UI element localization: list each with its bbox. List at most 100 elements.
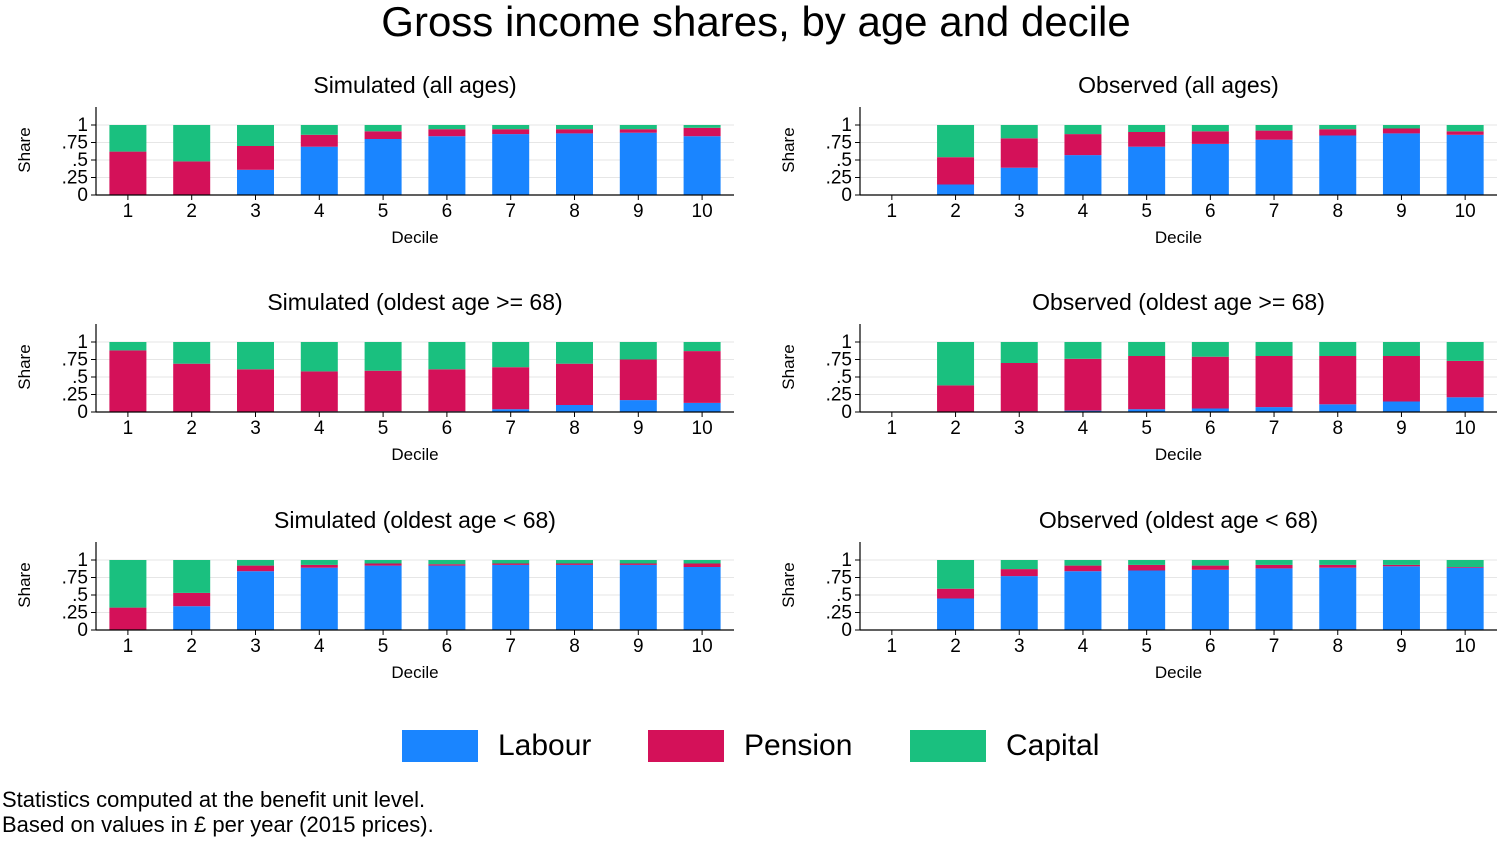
panel-6-bar-pension-3 bbox=[1000, 569, 1038, 577]
panel-4-title: Observed (oldest age >= 68) bbox=[1032, 289, 1325, 315]
panel-6-bar-capital-9 bbox=[1382, 560, 1420, 565]
panel-1-bar-pension-7 bbox=[492, 129, 530, 135]
panel-1-bar-labour-6 bbox=[428, 136, 466, 195]
panel-2-x-tick-label: 8 bbox=[1332, 201, 1343, 222]
panel-6-x-tick-label: 6 bbox=[1205, 636, 1216, 657]
panel-3-bar-pension-1 bbox=[109, 350, 147, 412]
panel-6: 1 2 3 4 5 6 7 8 9 100.25.5.751ShareDecileObserved… bbox=[779, 507, 1497, 682]
panel-3-x-axis-label: Decile bbox=[391, 445, 438, 464]
panel-4-bar-labour-5 bbox=[1128, 409, 1166, 412]
panel-4-y-tick-label: .5 bbox=[836, 367, 852, 388]
panel-3-x-tick-label: 1 bbox=[123, 418, 134, 439]
panel-4-x-tick-label: 1 bbox=[887, 418, 898, 439]
panel-5-y-tick-label: .5 bbox=[72, 585, 88, 606]
panel-6-bar-capital-10 bbox=[1446, 560, 1484, 567]
panel-3-bar-pension-7 bbox=[492, 367, 530, 410]
panel-3-x-tick-label: 5 bbox=[378, 418, 389, 439]
panel-4-x-tick-label: 3 bbox=[1014, 418, 1025, 439]
panel-3-bar-pension-3 bbox=[237, 369, 274, 412]
panel-5-bar-pension-10 bbox=[683, 563, 721, 567]
panel-5-bar-capital-8 bbox=[556, 560, 593, 564]
panel-1-x-axis-label: Decile bbox=[391, 228, 438, 247]
panel-2-bar-capital-3 bbox=[1000, 125, 1038, 139]
panel-6-bar-pension-5 bbox=[1128, 564, 1166, 571]
panel-5-x-tick-label: 3 bbox=[250, 636, 261, 657]
panel-2-bar-labour-4 bbox=[1064, 155, 1102, 195]
panel-1-bar-pension-1 bbox=[109, 151, 147, 195]
legend-label-pension: Pension bbox=[744, 729, 853, 762]
panel-5-bar-labour-9 bbox=[619, 564, 657, 630]
panel-6-bar-capital-3 bbox=[1000, 560, 1038, 570]
panel-4-bar-pension-2 bbox=[937, 385, 975, 412]
panel-6-bar-pension-9 bbox=[1382, 564, 1420, 567]
panel-6-x-tick-label: 10 bbox=[1455, 636, 1476, 657]
panel-6-x-tick-label: 8 bbox=[1332, 636, 1343, 657]
panel-1-y-tick-label: .75 bbox=[62, 133, 88, 154]
panel-4-bar-labour-7 bbox=[1255, 407, 1293, 412]
panel-2-bar-capital-10 bbox=[1446, 125, 1484, 132]
panel-5-bar-pension-6 bbox=[428, 564, 466, 566]
panel-2-x-tick-label: 5 bbox=[1141, 201, 1152, 222]
panel-4-x-tick-label: 5 bbox=[1141, 418, 1152, 439]
panel-4-x-tick-label: 9 bbox=[1396, 418, 1407, 439]
panel-1-bar-capital-2 bbox=[173, 125, 211, 162]
panel-4-y-axis-label: Share bbox=[779, 344, 798, 389]
panel-4-bar-labour-9 bbox=[1382, 401, 1420, 412]
panel-2-x-tick-label: 10 bbox=[1455, 201, 1476, 222]
panel-4-bar-capital-5 bbox=[1128, 342, 1166, 356]
panel-5-bar-labour-5 bbox=[364, 565, 402, 630]
legend-swatch-pension bbox=[648, 730, 724, 762]
panel-2-x-tick-label: 9 bbox=[1396, 201, 1407, 222]
panel-2-y-tick-label: 0 bbox=[841, 185, 852, 206]
figure: Gross income shares, by age and decile 1… bbox=[15, 0, 1497, 682]
legend-item-labour: Labour bbox=[402, 726, 591, 766]
panel-5-bar-capital-1 bbox=[109, 560, 147, 608]
panel-4-bar-pension-7 bbox=[1255, 356, 1293, 408]
legend-swatch-labour bbox=[402, 730, 478, 762]
panel-4-bar-labour-6 bbox=[1191, 408, 1229, 412]
panel-6-title: Observed (oldest age < 68) bbox=[1039, 507, 1318, 533]
panel-5-bar-pension-1 bbox=[109, 607, 147, 630]
panel-2-x-tick-label: 1 bbox=[887, 201, 898, 222]
panel-2-bar-pension-4 bbox=[1064, 134, 1102, 156]
panel-5-x-tick-label: 2 bbox=[186, 636, 197, 657]
panel-1-bar-pension-6 bbox=[428, 129, 466, 137]
panel-1-bar-capital-1 bbox=[109, 125, 147, 152]
panel-6-x-tick-label: 1 bbox=[887, 636, 898, 657]
panel-1-bar-capital-7 bbox=[492, 125, 530, 130]
panel-3-bar-capital-5 bbox=[364, 342, 402, 371]
panel-3-bar-pension-10 bbox=[683, 351, 721, 403]
panel-4-x-tick-label: 8 bbox=[1332, 418, 1343, 439]
panel-3-bar-capital-2 bbox=[173, 342, 211, 364]
panel-2-y-tick-label: .75 bbox=[826, 133, 852, 154]
panel-1-bar-pension-5 bbox=[364, 131, 402, 139]
panel-2-x-tick-label: 7 bbox=[1269, 201, 1280, 222]
panel-6-bar-pension-2 bbox=[937, 588, 975, 599]
panel-1-x-tick-label: 2 bbox=[186, 201, 197, 222]
panel-6-x-tick-label: 4 bbox=[1078, 636, 1089, 657]
panel-2-bar-pension-7 bbox=[1255, 130, 1293, 140]
panel-4-bar-capital-10 bbox=[1446, 342, 1484, 361]
panel-1-bar-capital-6 bbox=[428, 125, 466, 130]
panel-2-x-tick-label: 6 bbox=[1205, 201, 1216, 222]
panel-1-bar-capital-9 bbox=[619, 125, 657, 130]
panel-4-x-axis-label: Decile bbox=[1155, 445, 1202, 464]
panel-5-bar-labour-7 bbox=[492, 564, 530, 630]
panel-6-bar-labour-4 bbox=[1064, 571, 1102, 630]
panel-3-bar-pension-8 bbox=[556, 363, 593, 405]
panel-6-bar-pension-6 bbox=[1191, 565, 1229, 570]
panel-2-x-tick-label: 3 bbox=[1014, 201, 1025, 222]
panel-1-x-tick-label: 7 bbox=[505, 201, 516, 222]
panel-5-bar-capital-6 bbox=[428, 560, 466, 565]
panel-6-bar-labour-5 bbox=[1128, 570, 1166, 630]
panel-3-y-tick-label: .75 bbox=[62, 350, 88, 371]
panel-2-bar-labour-5 bbox=[1128, 146, 1166, 195]
panel-3-bar-capital-6 bbox=[428, 342, 466, 370]
panel-3-bar-labour-7 bbox=[492, 409, 530, 412]
panel-6-bar-capital-7 bbox=[1255, 560, 1293, 565]
panel-3-x-tick-label: 6 bbox=[442, 418, 453, 439]
panel-4-bar-pension-8 bbox=[1319, 356, 1357, 405]
panel-1-x-tick-label: 5 bbox=[378, 201, 389, 222]
panel-1-y-tick-label: .5 bbox=[72, 150, 88, 171]
panel-3-x-tick-label: 8 bbox=[569, 418, 580, 439]
